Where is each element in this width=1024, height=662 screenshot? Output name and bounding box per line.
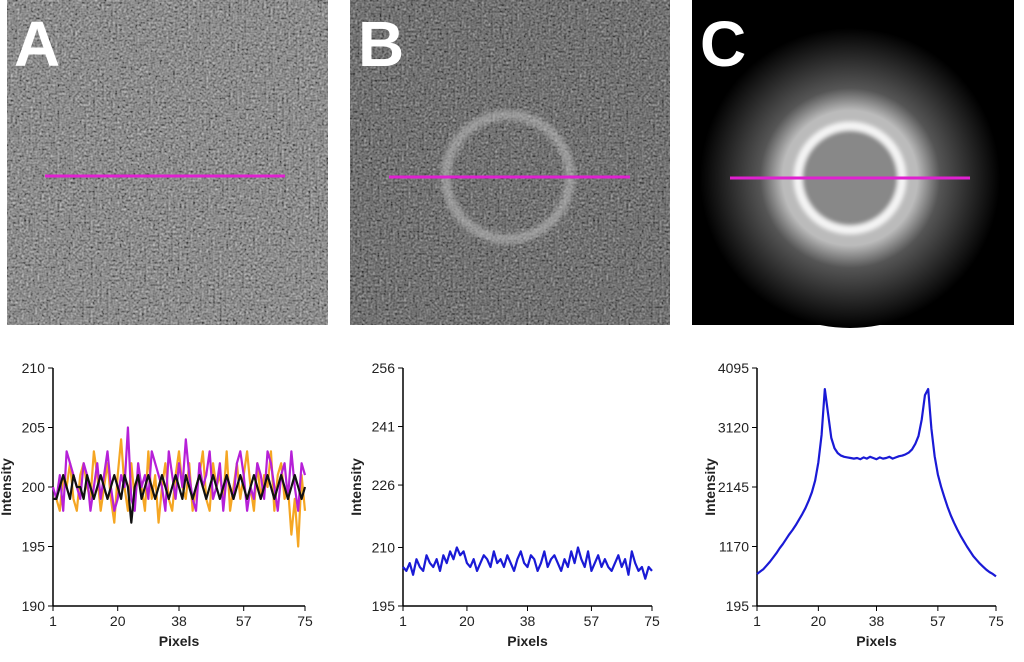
x-tick-label: 1 <box>399 613 407 629</box>
image-b: B <box>350 0 670 325</box>
y-tick-label: 2145 <box>718 479 749 495</box>
y-tick-label: 226 <box>372 477 396 493</box>
x-axis-title: Pixels <box>159 633 200 649</box>
y-tick-label: 4095 <box>718 360 749 376</box>
x-tick-label: 38 <box>171 613 187 629</box>
data-line <box>402 546 653 580</box>
y-tick-label: 195 <box>726 598 750 614</box>
x-tick-label: 75 <box>644 613 660 629</box>
x-tick-label: 1 <box>753 613 761 629</box>
y-tick-label: 200 <box>22 479 46 495</box>
data-line <box>756 387 997 578</box>
x-tick-label: 1 <box>49 613 57 629</box>
y-tick-label: 195 <box>372 598 396 614</box>
x-tick-label: 75 <box>297 613 313 629</box>
x-tick-label: 75 <box>988 613 1004 629</box>
x-tick-label: 20 <box>459 613 475 629</box>
x-tick-label: 38 <box>869 613 885 629</box>
x-tick-label: 20 <box>811 613 827 629</box>
x-tick-label: 57 <box>584 613 600 629</box>
x-axis-title: Pixels <box>856 633 897 649</box>
x-tick-label: 38 <box>520 613 536 629</box>
data-line <box>53 438 307 548</box>
y-tick-label: 241 <box>372 419 396 435</box>
y-axis-title: Intensity <box>0 458 14 516</box>
x-tick-label: 57 <box>236 613 252 629</box>
panel-label: C <box>700 8 746 80</box>
image-a: A <box>7 0 328 325</box>
y-tick-label: 210 <box>372 539 396 555</box>
y-tick-label: 1170 <box>719 539 749 555</box>
x-tick-label: 57 <box>930 613 946 629</box>
data-line <box>53 474 307 524</box>
y-tick-label: 205 <box>22 420 46 436</box>
panel-label: B <box>358 8 404 80</box>
y-axis-title: Intensity <box>348 458 364 516</box>
image-c: C <box>692 0 1014 328</box>
x-tick-label: 20 <box>110 613 126 629</box>
y-axis-title: Intensity <box>702 458 718 516</box>
y-tick-label: 195 <box>22 539 46 555</box>
y-tick-label: 190 <box>22 598 46 614</box>
y-tick-label: 210 <box>22 360 46 376</box>
y-tick-label: 3120 <box>718 420 749 436</box>
x-axis-title: Pixels <box>507 633 548 649</box>
y-tick-label: 256 <box>372 360 396 376</box>
panel-label: A <box>14 8 60 80</box>
